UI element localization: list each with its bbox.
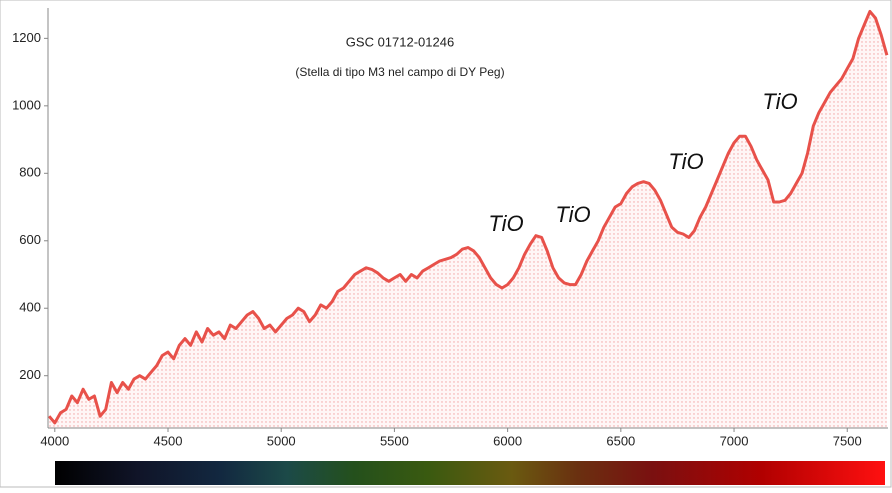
y-tick-label: 200 <box>19 367 41 382</box>
x-tick-label: 7500 <box>833 433 862 448</box>
x-tick-label: 5000 <box>267 433 296 448</box>
chart-subtitle: (Stella di tipo M3 nel campo di DY Peg) <box>295 65 504 79</box>
x-tick-label: 7000 <box>720 433 749 448</box>
annotation: TiO <box>488 211 523 236</box>
y-tick-label: 1000 <box>12 97 41 112</box>
y-tick-label: 400 <box>19 300 41 315</box>
x-tick-label: 5500 <box>380 433 409 448</box>
x-tick-label: 4500 <box>154 433 183 448</box>
spectrum-bar <box>55 461 885 485</box>
area <box>49 11 887 429</box>
x-tick-label: 6000 <box>493 433 522 448</box>
annotation: TiO <box>555 202 590 227</box>
x-tick-label: 6500 <box>606 433 635 448</box>
line <box>47 9 889 425</box>
annotation: TiO <box>762 89 797 114</box>
x-tick-label: 4000 <box>40 433 69 448</box>
y-tick-label: 1200 <box>12 30 41 45</box>
y-tick-label: 800 <box>19 165 41 180</box>
chart-title: GSC 01712-01246 <box>346 34 454 49</box>
annotation: TiO <box>668 149 703 174</box>
y-tick-label: 600 <box>19 232 41 247</box>
